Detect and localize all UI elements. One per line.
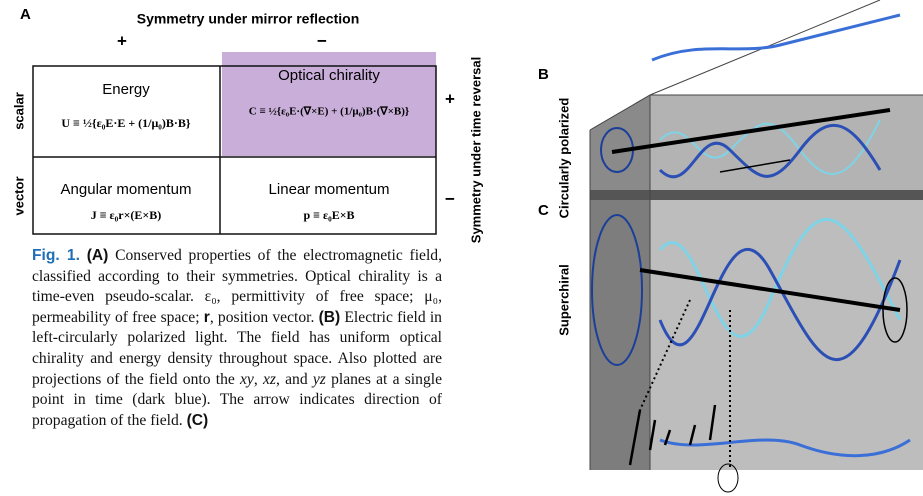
illustration — [590, 0, 923, 492]
time-heading: Symmetry under time reversal — [468, 57, 483, 243]
caption-text: , and — [276, 371, 313, 388]
mirror-heading: Symmetry under mirror reflection — [137, 11, 360, 27]
sign: + — [117, 31, 127, 50]
caption-text: , position vector. — [210, 309, 319, 326]
formula: p ≡ ε₀E×B — [303, 208, 354, 222]
caption-text: xz — [263, 371, 276, 388]
caption-text: yz — [313, 371, 326, 388]
panel-ref: (A) — [87, 247, 109, 264]
panel-label: B — [538, 66, 549, 83]
row-label: scalar — [11, 92, 26, 130]
formula: U ≡ ½{ε₀E·E + (1/μ₀)B·B} — [61, 116, 191, 130]
cell-name: Energy — [102, 81, 150, 98]
side-label: Circularly polarized — [556, 98, 571, 219]
row-label: vector — [11, 176, 26, 215]
formula: C ≡ ½{ε₀E·(∇×E) + (1/μ₀)B·(∇×B)} — [249, 106, 409, 118]
panel-ref: (C) — [187, 412, 209, 429]
panel-label: A — [20, 6, 31, 23]
sign: − — [317, 31, 327, 50]
cell-name: Linear momentum — [269, 181, 390, 198]
sign: + — [445, 89, 455, 108]
formula: J ≡ ε₀r×(E×B) — [91, 208, 162, 222]
cell-name: Optical chirality — [278, 67, 380, 84]
side-label: Superchiral — [556, 264, 571, 336]
sign: − — [445, 189, 455, 208]
panel-label: C — [538, 202, 549, 219]
caption-text: xy — [240, 371, 254, 388]
panel-ref: (B) — [319, 309, 341, 326]
figure-label: Fig. 1. — [32, 247, 80, 264]
caption-text: , — [254, 371, 263, 388]
page: {"panel_a": {"label": "A", "mirror_headi… — [0, 0, 923, 496]
caption: Fig. 1. (A) Conserved properties of the … — [32, 246, 442, 431]
cell-name: Angular momentum — [61, 181, 192, 198]
